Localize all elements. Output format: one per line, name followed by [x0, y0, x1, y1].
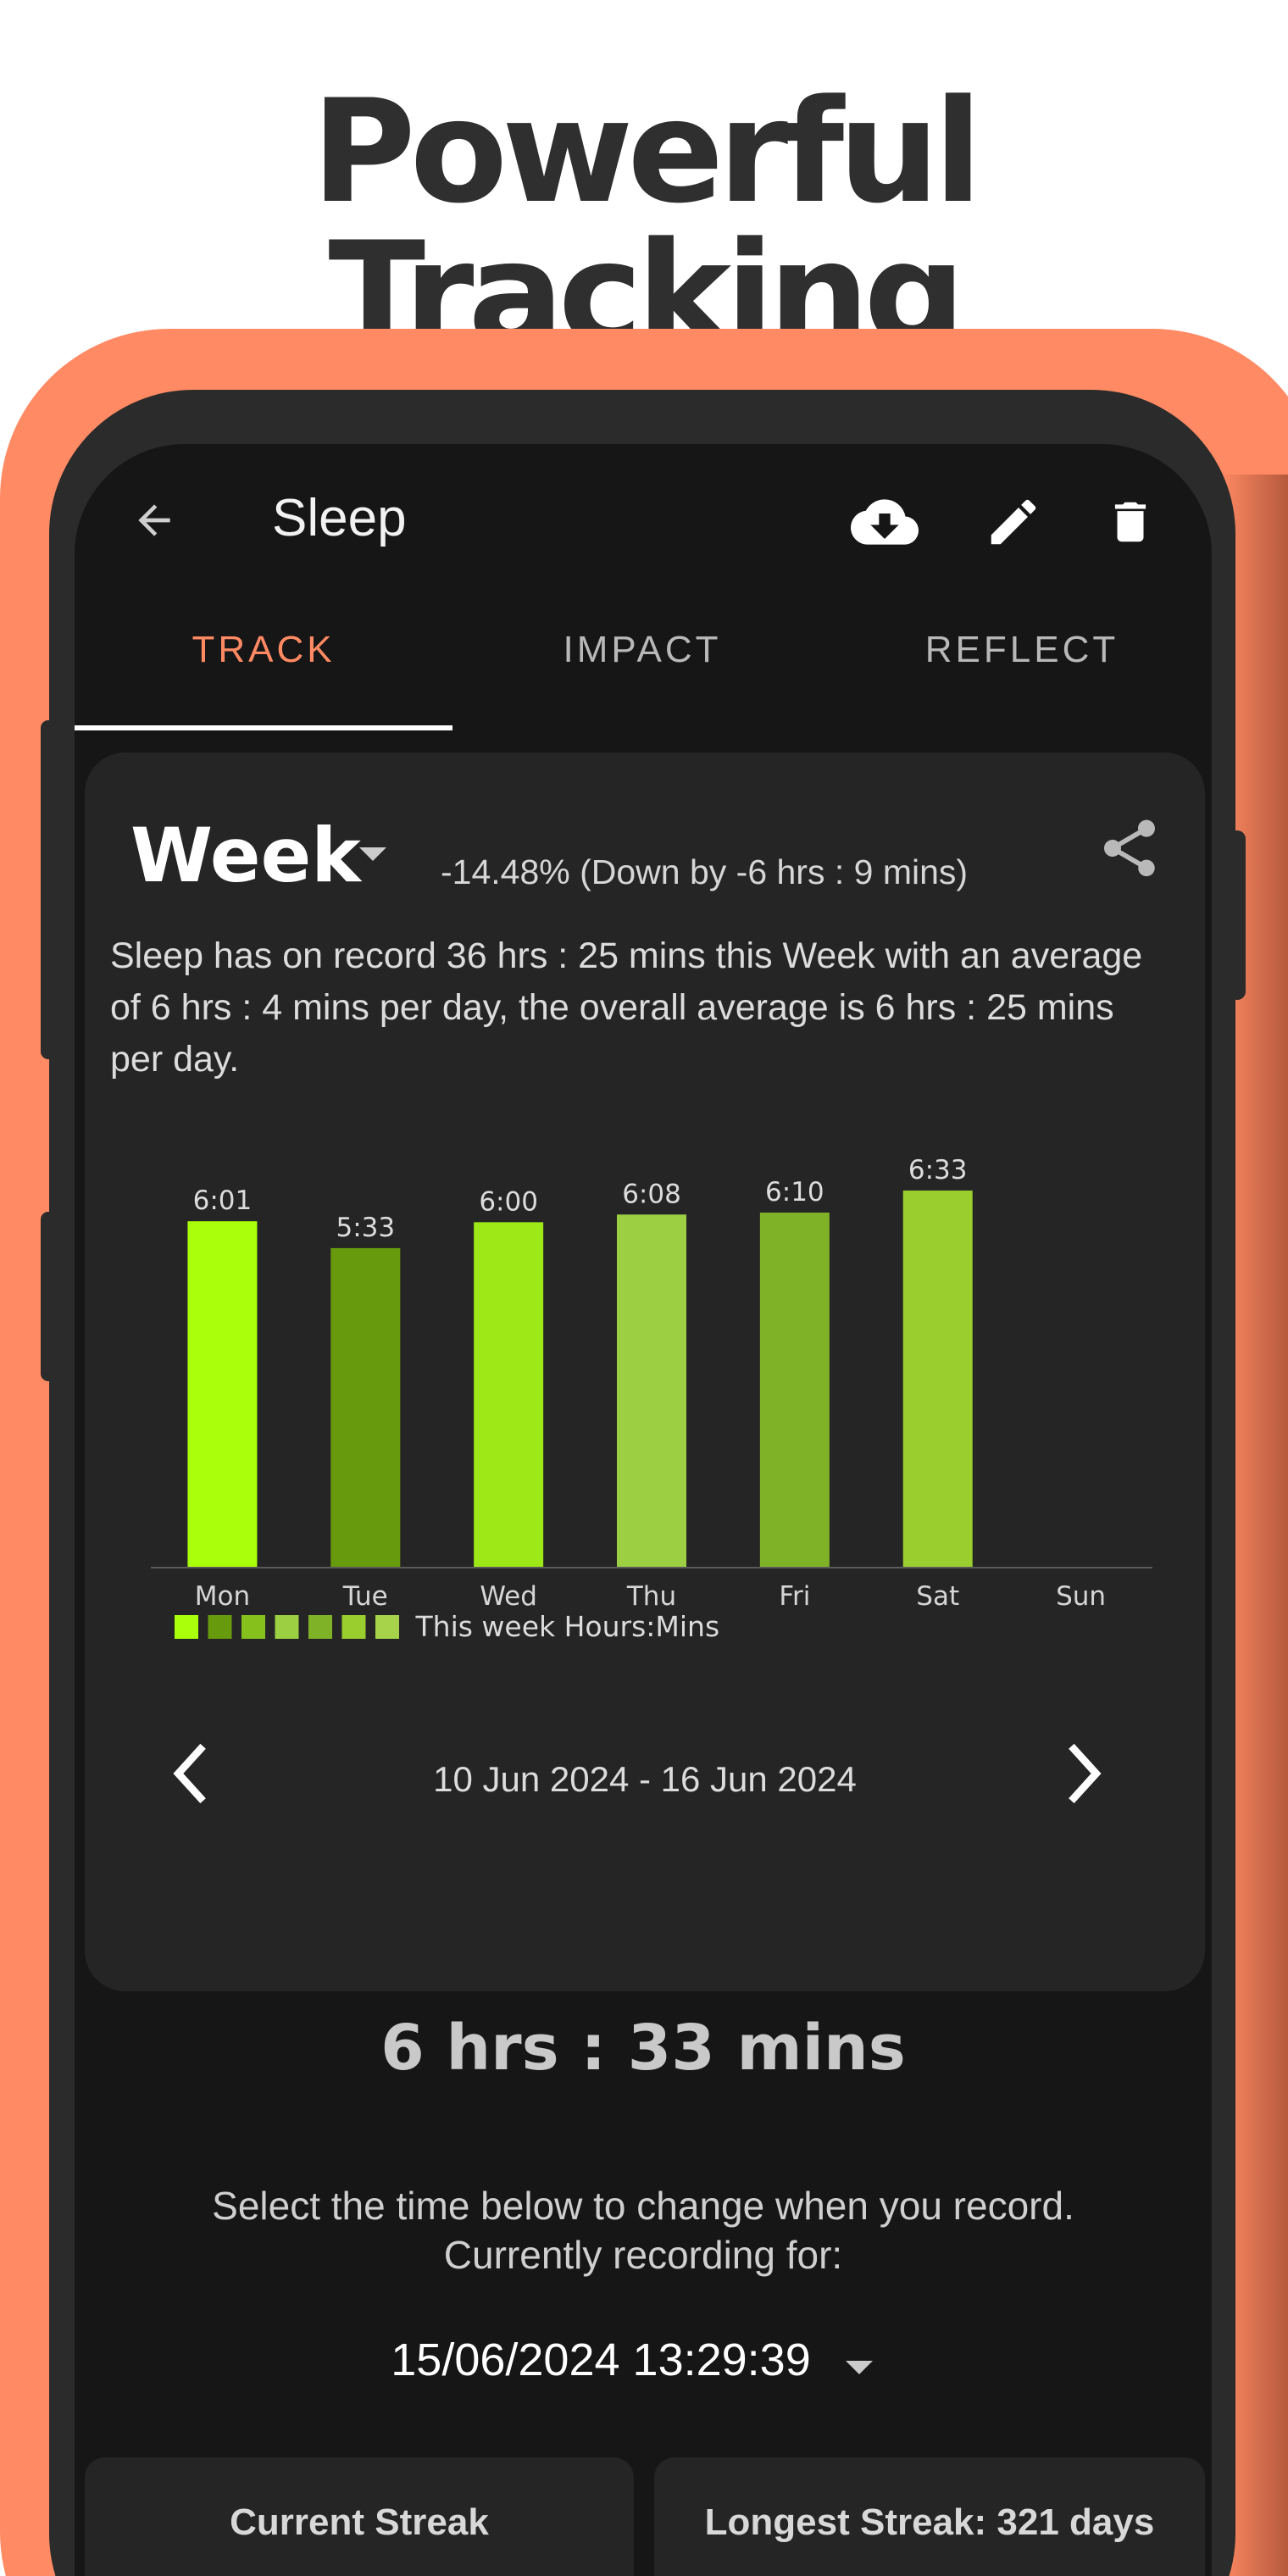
x-tick-sun: Sun	[1056, 1581, 1106, 1612]
x-tick-wed: Wed	[480, 1581, 537, 1612]
tab-track[interactable]: TRACK	[192, 629, 336, 670]
data-label-fri: 6:10	[765, 1177, 824, 1208]
bar-wed	[474, 1222, 544, 1568]
share-icon[interactable]	[1093, 812, 1166, 885]
app-screen: Sleep TRACK IMPACT REFLECT Week -14.48% …	[75, 444, 1212, 2576]
x-tick-tue: Tue	[342, 1581, 388, 1612]
period-change: -14.48% (Down by -6 hrs : 9 mins)	[441, 852, 969, 891]
data-label-wed: 6:00	[479, 1186, 538, 1217]
bar-tue	[330, 1247, 401, 1568]
volume-button-up	[41, 720, 56, 1059]
period-selector[interactable]: Week	[130, 812, 361, 899]
volume-button-down	[41, 1212, 56, 1381]
record-datetime[interactable]: 15/06/2024 13:29:39	[391, 2334, 811, 2385]
pencil-icon[interactable]	[981, 490, 1046, 554]
arrow-left-icon[interactable]	[127, 493, 181, 547]
x-tick-sat: Sat	[916, 1581, 959, 1612]
chevron-right-icon[interactable]	[1054, 1735, 1113, 1812]
legend-swatch	[308, 1615, 332, 1639]
record-hint-line1: Select the time below to change when you…	[212, 2184, 1074, 2228]
data-label-mon: 6:01	[193, 1185, 253, 1216]
cloud-download-icon[interactable]	[844, 486, 925, 558]
x-tick-mon: Mon	[195, 1581, 250, 1612]
record-hint: Select the time below to change when you…	[75, 2181, 1212, 2279]
screen-title: Sleep	[272, 489, 407, 547]
legend-swatch	[341, 1615, 366, 1639]
tab-indicator	[75, 725, 452, 730]
tab-impact[interactable]: IMPACT	[563, 629, 722, 670]
stats-card: Week -14.48% (Down by -6 hrs : 9 mins) S…	[85, 752, 1205, 1991]
current-streak-title: Current Streak	[230, 2501, 489, 2543]
weekly-bar-chart: 6:01 Mon 5:33 Tue 6:00 Wed 6:08 Thu 6:10 Fri 6:33 S…	[151, 1155, 1152, 1643]
tab-reflect[interactable]: REFLECT	[924, 629, 1119, 670]
promo-headline: Powerful Tracking	[311, 69, 983, 377]
caret-down-icon[interactable]	[356, 844, 390, 869]
data-label-tue: 5:33	[336, 1213, 395, 1243]
legend-swatch	[275, 1615, 299, 1639]
app-bar: Sleep	[75, 444, 1212, 597]
data-label-thu: 6:08	[622, 1179, 681, 1209]
trash-icon[interactable]	[1103, 490, 1158, 554]
longest-streak-title: Longest Streak: 321 days	[704, 2501, 1155, 2543]
chevron-left-icon[interactable]	[161, 1735, 220, 1812]
tab-bar: TRACK IMPACT REFLECT	[75, 626, 1212, 711]
x-tick-fri: Fri	[779, 1581, 810, 1612]
date-range: 10 Jun 2024 - 16 Jun 2024	[433, 1759, 857, 1799]
legend-swatch	[375, 1615, 399, 1639]
legend-swatch	[208, 1615, 232, 1639]
legend-swatch	[175, 1615, 198, 1639]
data-label-sat: 6:33	[908, 1155, 968, 1185]
bar-thu	[617, 1214, 686, 1568]
bar-mon	[187, 1221, 258, 1568]
current-streak-card: Current Streak 321 days	[85, 2457, 634, 2576]
total-duration: 6 hrs : 33 mins	[380, 2012, 906, 2085]
bar-fri	[759, 1213, 830, 1568]
power-button	[1229, 830, 1246, 1000]
legend-swatch	[242, 1615, 265, 1639]
legend-label: This week Hours:Mins	[415, 1610, 720, 1643]
longest-streak-card: Longest Streak: 321 days Started: 2023-0…	[654, 2457, 1205, 2576]
bar-sat	[902, 1190, 973, 1568]
caret-down-icon[interactable]	[842, 2357, 876, 2382]
summary-text: Sleep has on record 36 hrs : 25 mins thi…	[110, 935, 1143, 1080]
record-hint-line2: Currently recording for:	[443, 2233, 843, 2277]
x-tick-thu: Thu	[626, 1581, 676, 1612]
